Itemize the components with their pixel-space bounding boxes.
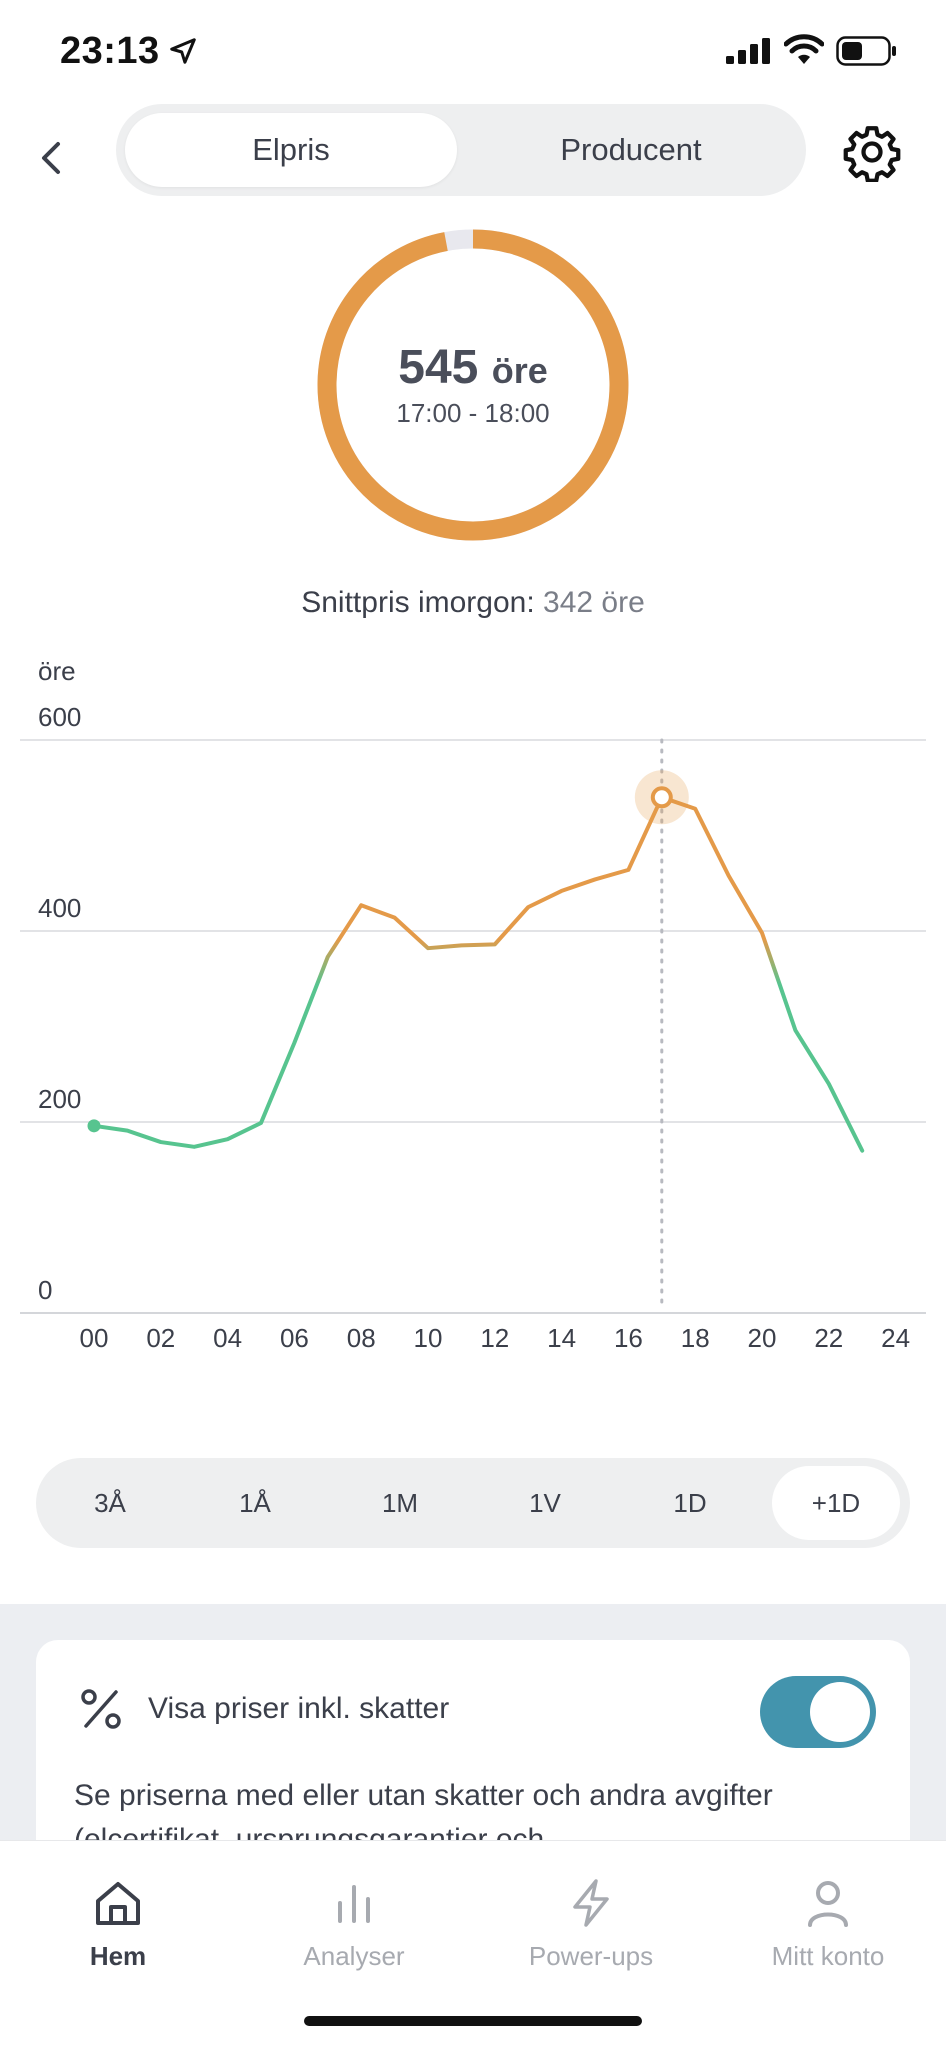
tab-mitt-konto[interactable]: Mitt konto — [718, 1875, 938, 1972]
x-tick-label: 06 — [280, 1323, 309, 1353]
x-tick-label: 12 — [480, 1323, 509, 1353]
status-bar: 23:13 — [0, 0, 946, 100]
range-1d[interactable]: 1D — [673, 1487, 707, 1518]
home-icon — [96, 1882, 140, 1925]
lightning-icon — [573, 1879, 609, 1927]
wifi-icon — [784, 34, 824, 64]
gear-icon[interactable] — [842, 122, 902, 182]
x-tick-label: 08 — [347, 1323, 376, 1353]
current-period: 17:00 - 18:00 — [396, 398, 550, 428]
tab-analyser[interactable]: Analyser — [244, 1875, 464, 1972]
average-price-label: Snittpris imorgon: — [301, 586, 535, 619]
price-line — [92, 795, 865, 1153]
tab-producent[interactable]: Producent — [560, 132, 702, 167]
battery-icon — [836, 36, 896, 66]
y-tick-label: 400 — [38, 893, 81, 923]
x-tick-label: 22 — [814, 1323, 843, 1353]
toggle-knob — [810, 1682, 870, 1742]
tab-power-ups-label: Power-ups — [528, 1941, 654, 1971]
current-price-value: 545 — [398, 341, 479, 394]
x-tick-label: 18 — [681, 1323, 710, 1353]
highlight-point[interactable] — [650, 786, 673, 809]
y-axis-label: öre — [38, 656, 76, 686]
x-tick-label: 00 — [80, 1323, 109, 1353]
x-tick-label: 10 — [414, 1323, 443, 1353]
x-tick-label: 16 — [614, 1323, 643, 1353]
x-tick-label: 20 — [748, 1323, 777, 1353]
tab-analyser-label: Analyser — [303, 1941, 405, 1971]
tab-hem-label: Hem — [89, 1941, 147, 1971]
tax-toggle-label: Visa priser inkl. skatter — [148, 1692, 450, 1725]
x-tick-label: 14 — [547, 1323, 576, 1353]
status-time: 23:13 — [60, 30, 160, 72]
gauge-arc — [317, 229, 629, 541]
average-price: Snittpris imorgon: 342 öre — [0, 586, 946, 620]
location-arrow-icon — [170, 38, 196, 64]
range-plus-1d[interactable]: +1D — [772, 1466, 900, 1540]
percent-icon — [81, 1689, 121, 1729]
range-1w[interactable]: 1V — [529, 1487, 561, 1518]
tab-bar: Hem Analyser Power-ups Mitt konto — [0, 1840, 946, 2048]
tab-power-ups[interactable]: Power-ups — [481, 1875, 701, 1972]
range-1y[interactable]: 1Å — [239, 1487, 271, 1518]
x-tick-label: 04 — [213, 1323, 242, 1353]
x-tick-label: 02 — [146, 1323, 175, 1353]
bar-chart-icon — [338, 1885, 370, 1923]
tab-mitt-konto-label: Mitt konto — [771, 1941, 885, 1971]
current-price: 545 öre — [314, 340, 632, 395]
cellular-signal-icon — [726, 38, 770, 64]
average-price-value: 342 öre — [543, 586, 645, 619]
y-tick-label: 200 — [38, 1084, 81, 1114]
user-icon — [808, 1881, 848, 1927]
price-gauge — [317, 229, 629, 541]
tab-hem[interactable]: Hem — [8, 1875, 228, 1972]
view-segmented-control: Elpris Producent — [116, 104, 806, 196]
range-3y[interactable]: 3Å — [94, 1487, 126, 1518]
y-tick-label: 0 — [38, 1275, 52, 1305]
current-price-unit: öre — [491, 350, 548, 391]
start-point — [87, 1119, 101, 1133]
back-button[interactable] — [32, 138, 72, 178]
time-range-selector: 3Å 1Å 1M 1V 1D +1D — [36, 1458, 910, 1548]
range-1m[interactable]: 1M — [381, 1487, 419, 1518]
y-tick-label: 600 — [38, 702, 81, 732]
home-indicator — [304, 2016, 642, 2026]
x-tick-label: 24 — [881, 1323, 910, 1353]
tax-toggle[interactable] — [760, 1676, 876, 1748]
tab-elpris[interactable]: Elpris — [125, 113, 457, 187]
price-chart[interactable]: öre 0 200 400 600 00 02 04 06 08 10 12 14 16 18 20 22 24 — [0, 650, 946, 1370]
